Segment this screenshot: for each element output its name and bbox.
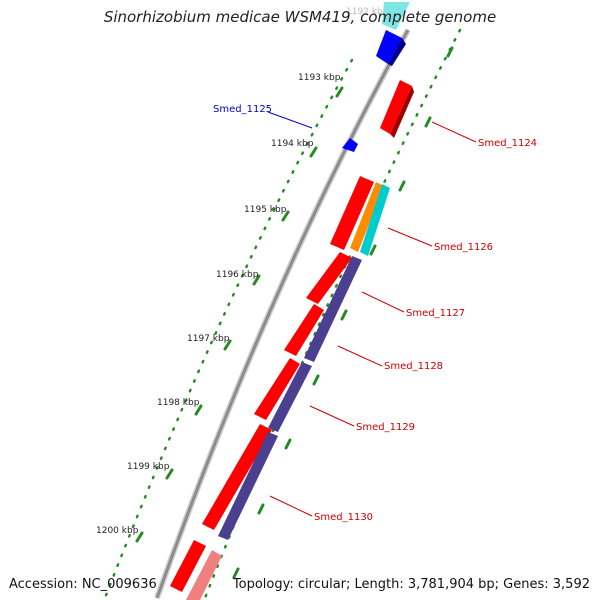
- gene-label-smed-1127[interactable]: Smed_1127: [406, 308, 465, 319]
- gene-label-smed-1128[interactable]: Smed_1128: [384, 361, 443, 372]
- gene-label-smed-1130[interactable]: Smed_1130: [314, 512, 373, 523]
- tick-label: 1198 kbp: [157, 398, 200, 408]
- tick-label: 1197 kbp: [187, 334, 230, 344]
- tick-label: 1194 kbp: [271, 139, 314, 149]
- gene-red-outer-6[interactable]: [170, 540, 206, 592]
- gene-smed-1124-shadow: [390, 86, 414, 138]
- gene-blue-top-shadow: [388, 38, 406, 66]
- inner-dotted-track: [103, 58, 354, 600]
- gene-cyan-top[interactable]: [382, 2, 410, 30]
- gene-red-outer-1[interactable]: [330, 176, 374, 250]
- tick-label: 1195 kbp: [244, 205, 287, 215]
- tick-marks: [135, 86, 344, 543]
- map-title: Sinorhizobium medicae WSM419, complete g…: [103, 8, 497, 26]
- gene-purple-3[interactable]: [218, 432, 278, 540]
- gene-red-outer-2[interactable]: [306, 252, 352, 304]
- tick-label: 1193 kbp: [298, 73, 341, 83]
- gene-orange[interactable]: [350, 182, 384, 252]
- outer-dotted-track: [203, 28, 462, 600]
- gene-cyan[interactable]: [360, 184, 390, 256]
- gene-blue-top[interactable]: [376, 30, 402, 64]
- tick-label: 1192 kbp: [346, 7, 389, 17]
- gene-red-outer-5[interactable]: [202, 424, 272, 530]
- genome-backbone-core: [155, 29, 410, 599]
- tick-labels: 1192 kbp 1193 kbp 1194 kbp 1195 kbp 1196…: [96, 7, 389, 536]
- gene-purple-2[interactable]: [268, 362, 312, 432]
- genome-summary-text: Topology: circular; Length: 3,781,904 bp…: [232, 577, 590, 592]
- gene-label-smed-1126[interactable]: Smed_1126: [434, 242, 493, 253]
- tick-label: 1199 kbp: [127, 462, 170, 472]
- gene-labels: Smed_1124 Smed_1125 Smed_1126 Smed_1127 …: [213, 104, 537, 523]
- tick-label: 1200 kbp: [96, 526, 139, 536]
- gene-label-smed-1125[interactable]: Smed_1125: [213, 104, 272, 115]
- gene-red-outer-3[interactable]: [284, 304, 324, 356]
- gene-smed-1125[interactable]: [342, 138, 358, 152]
- gene-pink-bottom[interactable]: [186, 550, 222, 600]
- outer-tick-marks: [232, 46, 454, 579]
- tick-label: 1196 kbp: [216, 270, 259, 280]
- gene-label-smed-1129[interactable]: Smed_1129: [356, 422, 415, 433]
- gene-label-smed-1124[interactable]: Smed_1124: [478, 138, 537, 149]
- accession-text: Accession: NC_009636: [9, 577, 157, 592]
- gene-purple-1[interactable]: [304, 256, 362, 362]
- gene-red-outer-4[interactable]: [254, 358, 300, 420]
- gene-smed-1124[interactable]: [380, 80, 412, 134]
- label-leaders: [267, 111, 477, 517]
